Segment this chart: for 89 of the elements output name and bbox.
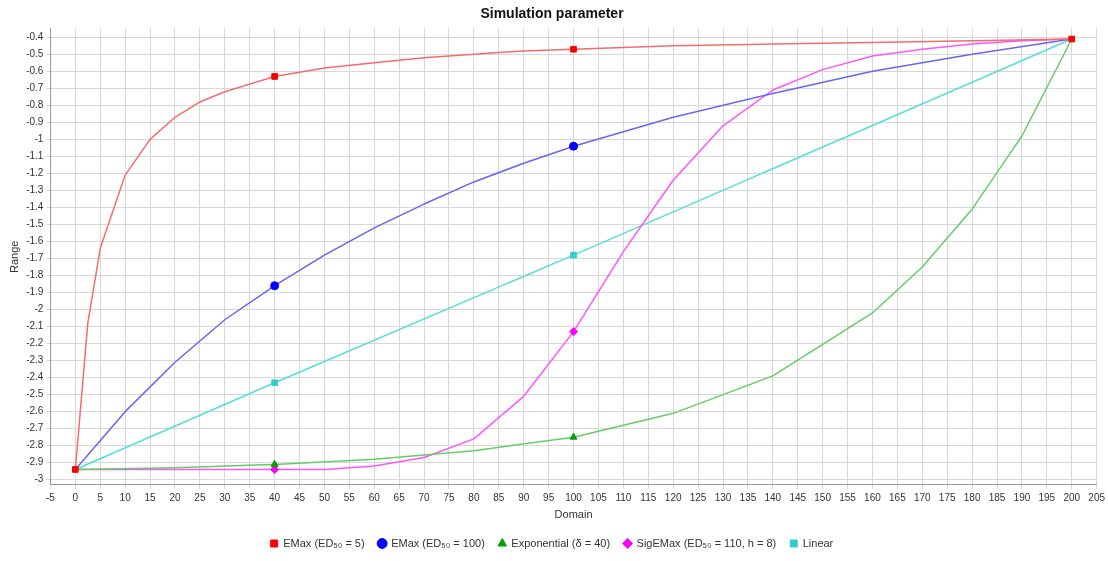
y-axis-title: Range bbox=[7, 240, 20, 274]
y-tick-label: -0.8 bbox=[26, 99, 44, 111]
y-tick-label: -2.1 bbox=[26, 320, 44, 332]
y-tick-label: -2.5 bbox=[26, 388, 44, 400]
x-tick-label: 35 bbox=[244, 491, 256, 503]
x-tick-label: 90 bbox=[518, 491, 530, 503]
x-tick-label: 115 bbox=[640, 491, 657, 503]
x-tick-label: 150 bbox=[814, 491, 832, 503]
x-tick-label: 195 bbox=[1038, 491, 1056, 503]
y-tick-label: -1.9 bbox=[26, 286, 44, 298]
y-tick-label: -2 bbox=[34, 303, 44, 315]
x-tick-label: 30 bbox=[219, 491, 231, 503]
x-tick-label: 15 bbox=[144, 491, 157, 503]
x-tick-label: 175 bbox=[938, 491, 956, 503]
y-tick-label: -1 bbox=[34, 133, 44, 145]
x-tick-label: 130 bbox=[714, 491, 732, 503]
point bbox=[569, 327, 579, 337]
x-tick-label: 40 bbox=[269, 491, 281, 503]
y-tick-label: -0.5 bbox=[26, 48, 44, 60]
y-tick-label: -1.3 bbox=[26, 184, 44, 196]
x-tick-label: 135 bbox=[739, 491, 757, 503]
x-tick-label: 85 bbox=[493, 491, 505, 503]
y-tick-label: -2.6 bbox=[26, 405, 44, 417]
x-tick-label: 10 bbox=[119, 491, 132, 503]
point bbox=[569, 432, 578, 440]
x-tick-label: -5 bbox=[45, 491, 56, 503]
x-tick-label: 60 bbox=[368, 491, 381, 503]
x-tick-label: 100 bbox=[565, 491, 583, 503]
y-tick-label: -0.4 bbox=[26, 31, 44, 43]
y-tick-label: -1.5 bbox=[26, 218, 44, 230]
y-tick-label: -2.2 bbox=[26, 337, 44, 349]
point bbox=[569, 141, 579, 151]
y-tick-label: -1.6 bbox=[26, 235, 44, 247]
x-tick-label: 95 bbox=[543, 491, 555, 503]
y-tick-label: -1.7 bbox=[26, 252, 44, 264]
x-tick-label: 75 bbox=[443, 491, 455, 503]
x-tick-label: 180 bbox=[963, 491, 981, 503]
point bbox=[72, 466, 79, 473]
point bbox=[271, 379, 278, 387]
x-tick-label: 185 bbox=[988, 491, 1006, 503]
y-tick-label: -0.9 bbox=[26, 116, 44, 128]
legend-label: Exponential (δ = 40) bbox=[511, 536, 611, 549]
x-tick-label: 70 bbox=[418, 491, 431, 503]
y-tick-label: -0.7 bbox=[26, 82, 44, 94]
point bbox=[570, 45, 577, 53]
chart-title: Simulation parameter bbox=[480, 5, 625, 22]
y-tick-label: -3 bbox=[34, 473, 44, 485]
y-tick-label: -1.4 bbox=[26, 201, 44, 213]
y-tick-label: -0.6 bbox=[26, 65, 44, 77]
point bbox=[1068, 35, 1076, 43]
x-tick-label: 155 bbox=[839, 491, 857, 503]
x-tick-label: 145 bbox=[789, 491, 807, 503]
x-tick-label: 125 bbox=[689, 491, 707, 503]
x-tick-label: 25 bbox=[194, 491, 206, 503]
x-tick-label: 5 bbox=[97, 491, 104, 503]
y-tick-label: -2.9 bbox=[26, 456, 44, 468]
x-tick-label: 120 bbox=[664, 491, 682, 503]
x-tick-label: 205 bbox=[1088, 491, 1106, 503]
legend-label: SigEMax (ED₅₀ = 110, h = 8) bbox=[636, 536, 777, 549]
x-tick-label: 20 bbox=[169, 491, 181, 503]
y-tick-label: -1.2 bbox=[26, 167, 44, 179]
y-tick-label: -2.3 bbox=[26, 354, 44, 366]
x-tick-label: 0 bbox=[72, 491, 79, 503]
y-tick-label: -2.8 bbox=[26, 439, 44, 451]
y-tick-label: -1.8 bbox=[26, 269, 44, 281]
point bbox=[570, 251, 577, 259]
y-tick-label: -2.7 bbox=[26, 422, 44, 434]
point bbox=[271, 73, 278, 80]
x-tick-label: 45 bbox=[293, 491, 306, 503]
legend-label: EMax (ED₅₀ = 5) bbox=[283, 536, 365, 549]
x-axis-title: Domain bbox=[554, 508, 593, 521]
x-tick-label: 65 bbox=[393, 491, 406, 503]
y-tick-label: -2.4 bbox=[26, 371, 44, 383]
x-tick-label: 160 bbox=[864, 491, 882, 503]
x-tick-label: 55 bbox=[343, 491, 356, 503]
x-tick-label: 170 bbox=[913, 491, 932, 503]
x-tick-label: 165 bbox=[889, 491, 907, 503]
x-tick-label: 140 bbox=[764, 491, 782, 503]
x-tick-label: 200 bbox=[1063, 491, 1081, 503]
x-tick-label: 110 bbox=[615, 491, 632, 503]
point bbox=[270, 281, 280, 291]
point bbox=[270, 459, 279, 467]
x-tick-label: 190 bbox=[1013, 491, 1031, 503]
x-tick-label: 80 bbox=[468, 491, 480, 503]
x-tick-label: 105 bbox=[590, 491, 608, 503]
legend-label: Linear bbox=[802, 536, 834, 549]
x-tick-label: 50 bbox=[318, 491, 331, 503]
y-tick-label: -1.1 bbox=[26, 150, 44, 162]
legend-label: EMax (ED₅₀ = 100) bbox=[391, 536, 485, 549]
